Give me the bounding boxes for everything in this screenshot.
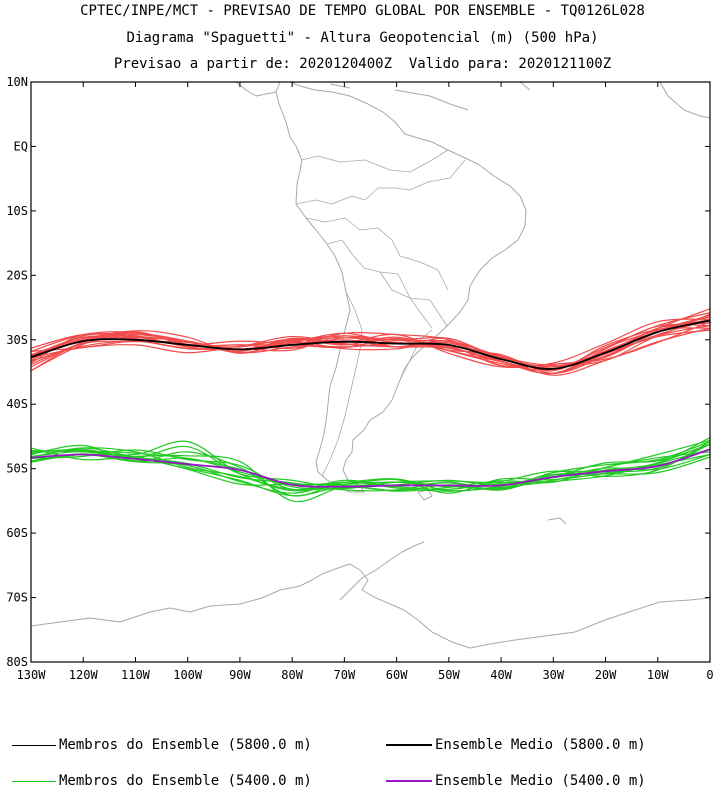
lat-tick-label: 10S — [6, 204, 28, 218]
legend-label-mean-5800: Ensemble Medio (5800.0 m) — [435, 737, 646, 753]
spaghetti-map: 10N EQ 10S 20S 30S 40S 50S 60S 70S 80S 130W 120W 11… — [6, 75, 714, 682]
coastlines — [31, 82, 710, 649]
legend-members-5400: Membros do Ensemble (5400.0 m) — [12, 771, 312, 791]
lon-tick-label: 60W — [386, 668, 408, 682]
lat-tick-label: EQ — [14, 139, 28, 153]
lat-tick-label: 80S — [6, 655, 28, 669]
country-borders — [295, 149, 466, 477]
forecast-validity: Previsao a partir de: 2020120400Z Valido… — [113, 56, 612, 72]
central-america-coastline — [235, 82, 531, 111]
lat-tick-label: 70S — [6, 591, 28, 605]
legend-label-members-5400: Membros do Ensemble (5400.0 m) — [59, 773, 312, 789]
lon-tick-label: 80W — [281, 668, 303, 682]
lon-tick-label: 10W — [647, 668, 669, 682]
lon-tick-label: 30W — [542, 668, 564, 682]
member-5800-line-3 — [31, 318, 710, 368]
legend-swatch-members-5400 — [12, 780, 56, 782]
lat-tick-label: 60S — [6, 526, 28, 540]
map-title: CPTEC/INPE/MCT - PREVISAO DE TEMPO GLOBA… — [80, 3, 645, 19]
longitude-labels: 130W 120W 110W 100W 90W 80W 70W 60W 50W 40W 30W 20W… — [17, 668, 714, 682]
lon-tick-label: 130W — [17, 668, 47, 682]
lat-tick-label: 20S — [6, 268, 28, 282]
legend-swatch-members-5800 — [12, 744, 56, 746]
lat-tick-label: 50S — [6, 462, 28, 476]
lon-tick-label: 40W — [490, 668, 512, 682]
latitude-labels: 10N EQ 10S 20S 30S 40S 50S 60S 70S 80S — [6, 75, 28, 669]
map-frame — [30, 81, 711, 663]
legend-mean-5800: Ensemble Medio (5800.0 m) — [386, 735, 646, 755]
lon-tick-label: 0 — [706, 668, 713, 682]
lon-tick-label: 90W — [229, 668, 251, 682]
map-subtitle: Diagrama "Spaguetti" - Altura Geopotenci… — [126, 30, 599, 46]
member-5400-line-11 — [31, 443, 710, 494]
lon-tick-label: 20W — [595, 668, 617, 682]
map-background — [31, 82, 710, 662]
antarctic-peninsula-coastline — [339, 541, 425, 601]
mean-5800-line — [31, 319, 710, 370]
lat-tick-label: 30S — [6, 333, 28, 347]
lat-tick-label: 40S — [6, 397, 28, 411]
lon-tick-label: 120W — [69, 668, 99, 682]
legend-swatch-mean-5400 — [386, 780, 432, 782]
legend-swatch-mean-5800 — [386, 744, 432, 746]
legend-label-mean-5400: Ensemble Medio (5400.0 m) — [435, 773, 646, 789]
lon-tick-label: 100W — [173, 668, 203, 682]
lat-tick-label: 10N — [6, 75, 28, 89]
axis-ticks — [30, 81, 711, 663]
lon-tick-label: 110W — [121, 668, 151, 682]
south-georgia — [547, 517, 567, 525]
ensemble-lines — [31, 308, 710, 503]
legend-mean-5400: Ensemble Medio (5400.0 m) — [386, 771, 646, 791]
lon-tick-label: 70W — [334, 668, 356, 682]
member-5800-line-9 — [31, 327, 710, 372]
legend-label-members-5800: Membros do Ensemble (5800.0 m) — [59, 737, 312, 753]
lon-tick-label: 50W — [438, 668, 460, 682]
africa-coastline — [659, 82, 710, 119]
antarctica-coastline — [31, 563, 710, 649]
member-5800-line-14 — [31, 314, 710, 371]
mean-5400-line — [31, 448, 710, 488]
legend-members-5800: Membros do Ensemble (5800.0 m) — [12, 735, 312, 755]
